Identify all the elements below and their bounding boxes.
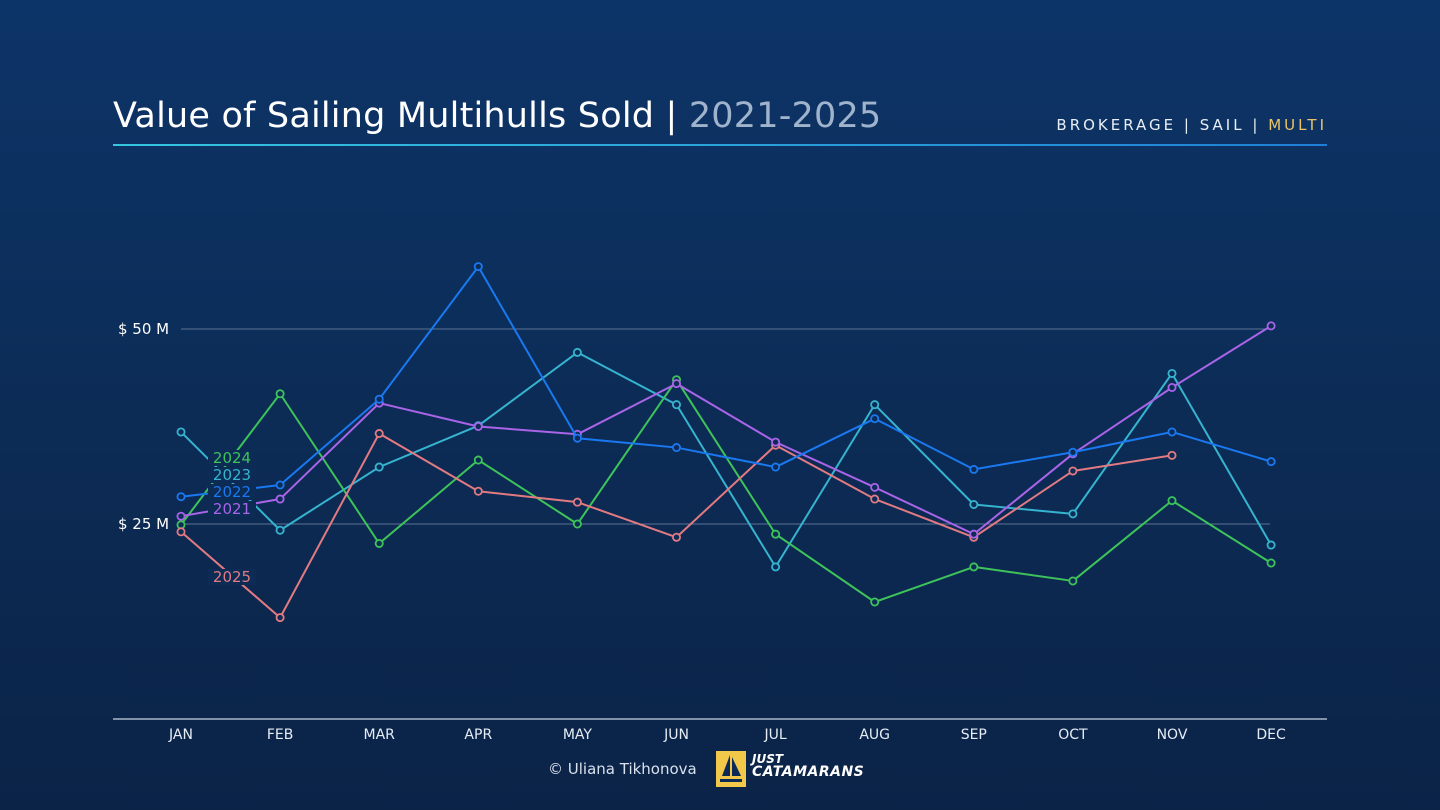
data-point-2025: [176, 527, 186, 537]
credit-text: © Uliana Tikhonova: [548, 760, 697, 778]
tag-separator: |: [1176, 116, 1200, 134]
legend-label-2022: 2022: [213, 483, 251, 501]
series-line-2023: [180, 351, 1272, 568]
data-point-2022: [870, 414, 880, 424]
data-point-2025: [1068, 466, 1078, 476]
data-point-2024: [1068, 576, 1078, 586]
data-point-2021: [672, 379, 682, 389]
data-point-2022: [374, 394, 384, 404]
legend-label-bg: [208, 467, 256, 483]
legend-label-bg: [208, 450, 256, 466]
data-point-2021: [1167, 382, 1177, 392]
data-point-2021: [473, 421, 483, 431]
data-point-2022: [1167, 427, 1177, 437]
x-tick-label: MAR: [364, 727, 396, 743]
data-point-2021: [275, 494, 285, 504]
data-point-2023: [870, 400, 880, 410]
data-point-2023: [1167, 368, 1177, 378]
data-point-2022: [176, 492, 186, 502]
data-point-2022: [572, 433, 582, 443]
title-rule: [113, 144, 1327, 146]
data-point-2024: [870, 597, 880, 607]
data-point-2023: [1266, 540, 1276, 550]
data-point-2023: [176, 427, 186, 437]
legend-label-2021: 2021: [213, 500, 251, 518]
data-point-2025: [1167, 450, 1177, 460]
x-tick-label: AUG: [859, 727, 890, 743]
x-tick-label: OCT: [1058, 727, 1088, 743]
title-separator: |: [654, 96, 689, 136]
x-tick-label: APR: [464, 727, 492, 743]
x-tick-label: MAY: [563, 727, 593, 743]
data-point-2024: [473, 455, 483, 465]
data-point-2025: [572, 497, 582, 507]
data-point-2022: [969, 464, 979, 474]
tag-sail: SAIL: [1199, 116, 1245, 134]
data-point-2022: [672, 443, 682, 453]
tag-multi: MULTI: [1268, 116, 1327, 134]
data-point-2021: [771, 437, 781, 447]
logo-line-1: JUST: [752, 752, 784, 766]
data-point-2024: [374, 539, 384, 549]
data-point-2022: [1266, 457, 1276, 467]
data-point-2025: [672, 532, 682, 542]
data-point-2025: [374, 429, 384, 439]
data-point-2023: [969, 499, 979, 509]
series-line-2022: [180, 265, 1272, 498]
data-point-2022: [1068, 447, 1078, 457]
data-point-2021: [1266, 321, 1276, 331]
legend-label-bg: [208, 501, 256, 517]
data-point-2023: [275, 525, 285, 535]
y-tick-label: $ 25 M: [118, 515, 169, 533]
legend-label-bg: [208, 569, 256, 585]
data-point-2024: [1167, 496, 1177, 506]
data-point-2023: [1068, 509, 1078, 519]
data-point-2022: [473, 262, 483, 272]
data-point-2022: [275, 480, 285, 490]
legend-label-2024: 2024: [213, 449, 251, 467]
series-line-2021: [180, 325, 1272, 536]
data-point-2024: [771, 529, 781, 539]
tag-separator: |: [1244, 116, 1269, 134]
data-point-2021: [176, 511, 186, 521]
data-point-2024: [1266, 558, 1276, 568]
legend-label-2023: 2023: [213, 466, 251, 484]
data-point-2022: [771, 462, 781, 472]
tag-brokerage: BROKERAGE: [1056, 116, 1177, 134]
title-years: 2021-2025: [688, 96, 882, 136]
data-point-2025: [870, 494, 880, 504]
data-point-2024: [275, 389, 285, 399]
x-tick-label: SEP: [961, 727, 987, 743]
legend-label-2025: 2025: [213, 568, 251, 586]
data-point-2024: [572, 519, 582, 529]
data-point-2023: [374, 462, 384, 472]
data-point-2023: [572, 347, 582, 357]
x-tick-label: JAN: [168, 727, 193, 743]
data-point-2021: [969, 529, 979, 539]
data-point-2024: [969, 562, 979, 572]
data-point-2023: [771, 562, 781, 572]
data-point-2021: [870, 482, 880, 492]
just-catamarans-logo: JUST CATAMARANS: [716, 751, 896, 787]
data-point-2023: [672, 400, 682, 410]
legend-label-bg: [208, 484, 256, 500]
chart-title: Value of Sailing Multihulls Sold | 2021-…: [113, 96, 881, 136]
data-point-2025: [275, 613, 285, 623]
data-point-2025: [473, 486, 483, 496]
x-tick-label: NOV: [1157, 727, 1188, 743]
x-tick-label: FEB: [267, 727, 294, 743]
logo-wordmark: JUST CATAMARANS: [752, 752, 865, 780]
title-main: Value of Sailing Multihulls Sold: [113, 96, 655, 136]
y-tick-label: $ 50 M: [118, 320, 169, 338]
x-tick-label: JUN: [663, 727, 689, 743]
x-tick-label: JUL: [764, 727, 787, 743]
category-tags: BROKERAGE | SAIL | MULTI: [1056, 116, 1327, 134]
logo-line-2: CATAMARANS: [752, 764, 865, 780]
x-tick-label: DEC: [1256, 727, 1286, 743]
sailboat-logo-icon: [716, 751, 746, 787]
